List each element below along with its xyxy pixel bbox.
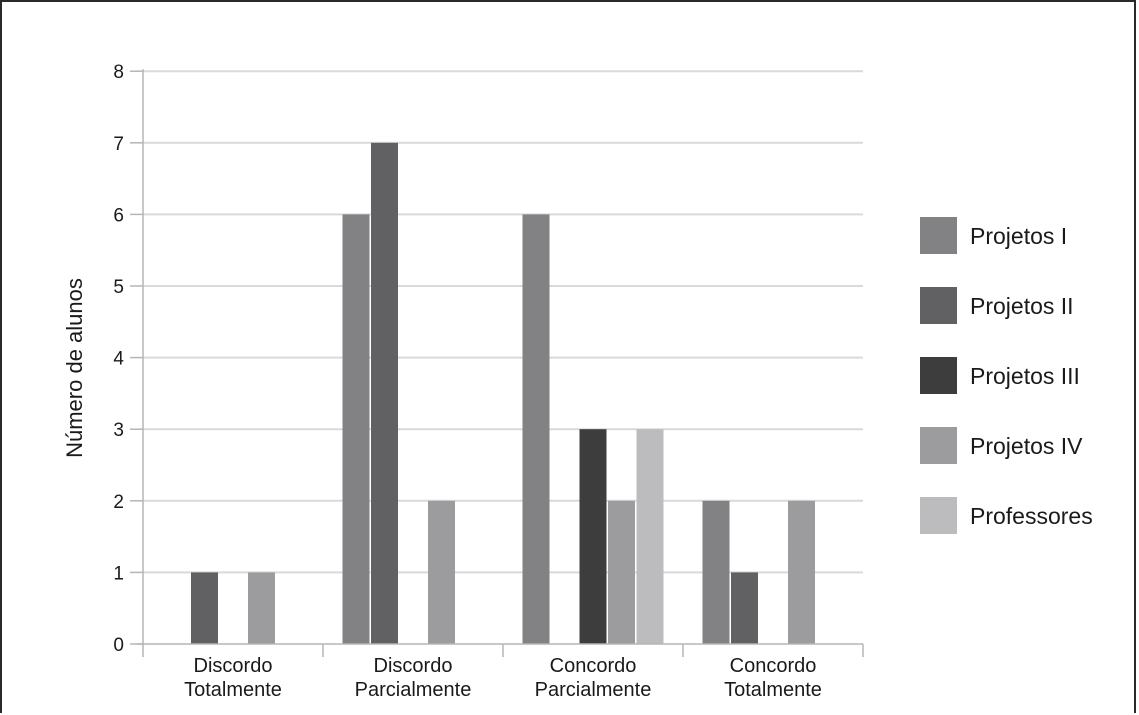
- y-tick-label: 5: [113, 277, 124, 298]
- legend-label: Projetos IV: [970, 433, 1083, 459]
- y-tick-label: 2: [113, 492, 124, 513]
- x-category-label: Parcialmente: [355, 679, 472, 701]
- legend-swatch: [920, 287, 957, 324]
- bar: [636, 429, 664, 644]
- y-tick-label: 0: [113, 635, 124, 656]
- y-tick-label: 7: [113, 134, 124, 155]
- bar: [608, 500, 635, 644]
- x-category-label: Discordo: [374, 655, 453, 677]
- y-tick-label: 8: [113, 62, 124, 83]
- x-category-label: Parcialmente: [535, 679, 652, 701]
- bar: [191, 572, 218, 644]
- legend-label: Projetos I: [970, 223, 1067, 249]
- legend-label: Projetos III: [970, 363, 1080, 389]
- bar: [522, 214, 550, 644]
- bar: [702, 500, 730, 644]
- bar: [342, 214, 370, 644]
- x-category-label: Totalmente: [184, 679, 282, 701]
- x-category-label: Totalmente: [724, 679, 822, 701]
- bars: [191, 142, 815, 645]
- y-tick-label: 6: [113, 205, 124, 226]
- legend-swatch: [920, 217, 957, 254]
- x-category-label: Concordo: [730, 655, 817, 677]
- legend-label: Projetos II: [970, 293, 1074, 319]
- y-tick-label: 1: [113, 563, 124, 584]
- bar: [731, 572, 758, 644]
- legend: Projetos I Projetos II Projetos III Projeto…: [920, 217, 1093, 534]
- y-axis-title: Número de alunos: [62, 278, 87, 458]
- y-tick-labels: 0 1 2 3 4 5 6 7 8: [113, 62, 143, 656]
- bar: [788, 500, 815, 644]
- y-tick-label: 4: [113, 349, 124, 370]
- legend-swatch: [920, 427, 957, 464]
- bar: [579, 429, 607, 644]
- axes: [137, 69, 864, 657]
- legend-swatch: [920, 497, 957, 534]
- bar: [371, 142, 398, 645]
- x-category-label: Concordo: [550, 655, 637, 677]
- x-category-labels: DiscordoTotalmenteDiscordoParcialmenteCo…: [184, 655, 822, 701]
- bar: [248, 572, 275, 644]
- legend-label: Professores: [970, 503, 1093, 529]
- legend-swatch: [920, 357, 957, 394]
- bar: [428, 500, 455, 644]
- x-category-label: Discordo: [194, 655, 273, 677]
- y-tick-label: 3: [113, 420, 124, 441]
- gridlines: [143, 70, 863, 574]
